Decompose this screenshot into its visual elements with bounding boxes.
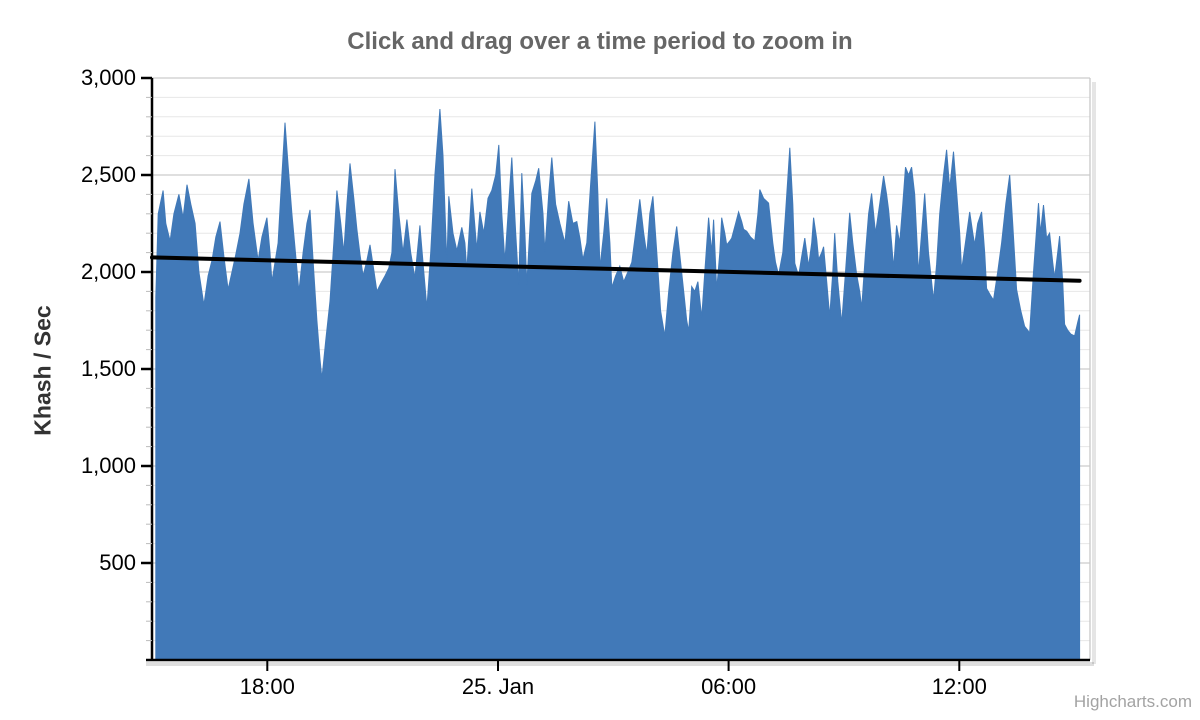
trend-line xyxy=(150,255,1082,283)
area-series[interactable] xyxy=(155,108,1081,661)
x-tick-label: 18:00 xyxy=(240,674,295,699)
highcharts-credit-link[interactable]: Highcharts.com xyxy=(1073,692,1192,711)
chart-title: Click and drag over a time period to zoo… xyxy=(347,28,853,55)
y-tick-label: 2,000 xyxy=(81,259,136,284)
y-axis: 500 1,000 1,500 2,000 2,500 3,000 xyxy=(81,65,152,575)
y-tick-label: 2,500 xyxy=(81,162,136,187)
plot-area[interactable] xyxy=(152,78,1090,660)
y-minor-ticks xyxy=(146,96,152,642)
y-tick-label: 1,500 xyxy=(81,356,136,381)
x-tick-label: 06:00 xyxy=(701,674,756,699)
y-tick-label: 500 xyxy=(99,550,136,575)
y-tick-label: 1,000 xyxy=(81,453,136,478)
x-tick-label: 12:00 xyxy=(932,674,987,699)
x-tick-label: 25. Jan xyxy=(462,674,534,699)
y-tick-label: 3,000 xyxy=(81,65,136,90)
x-axis: 18:00 25. Jan 06:00 12:00 xyxy=(240,661,987,699)
